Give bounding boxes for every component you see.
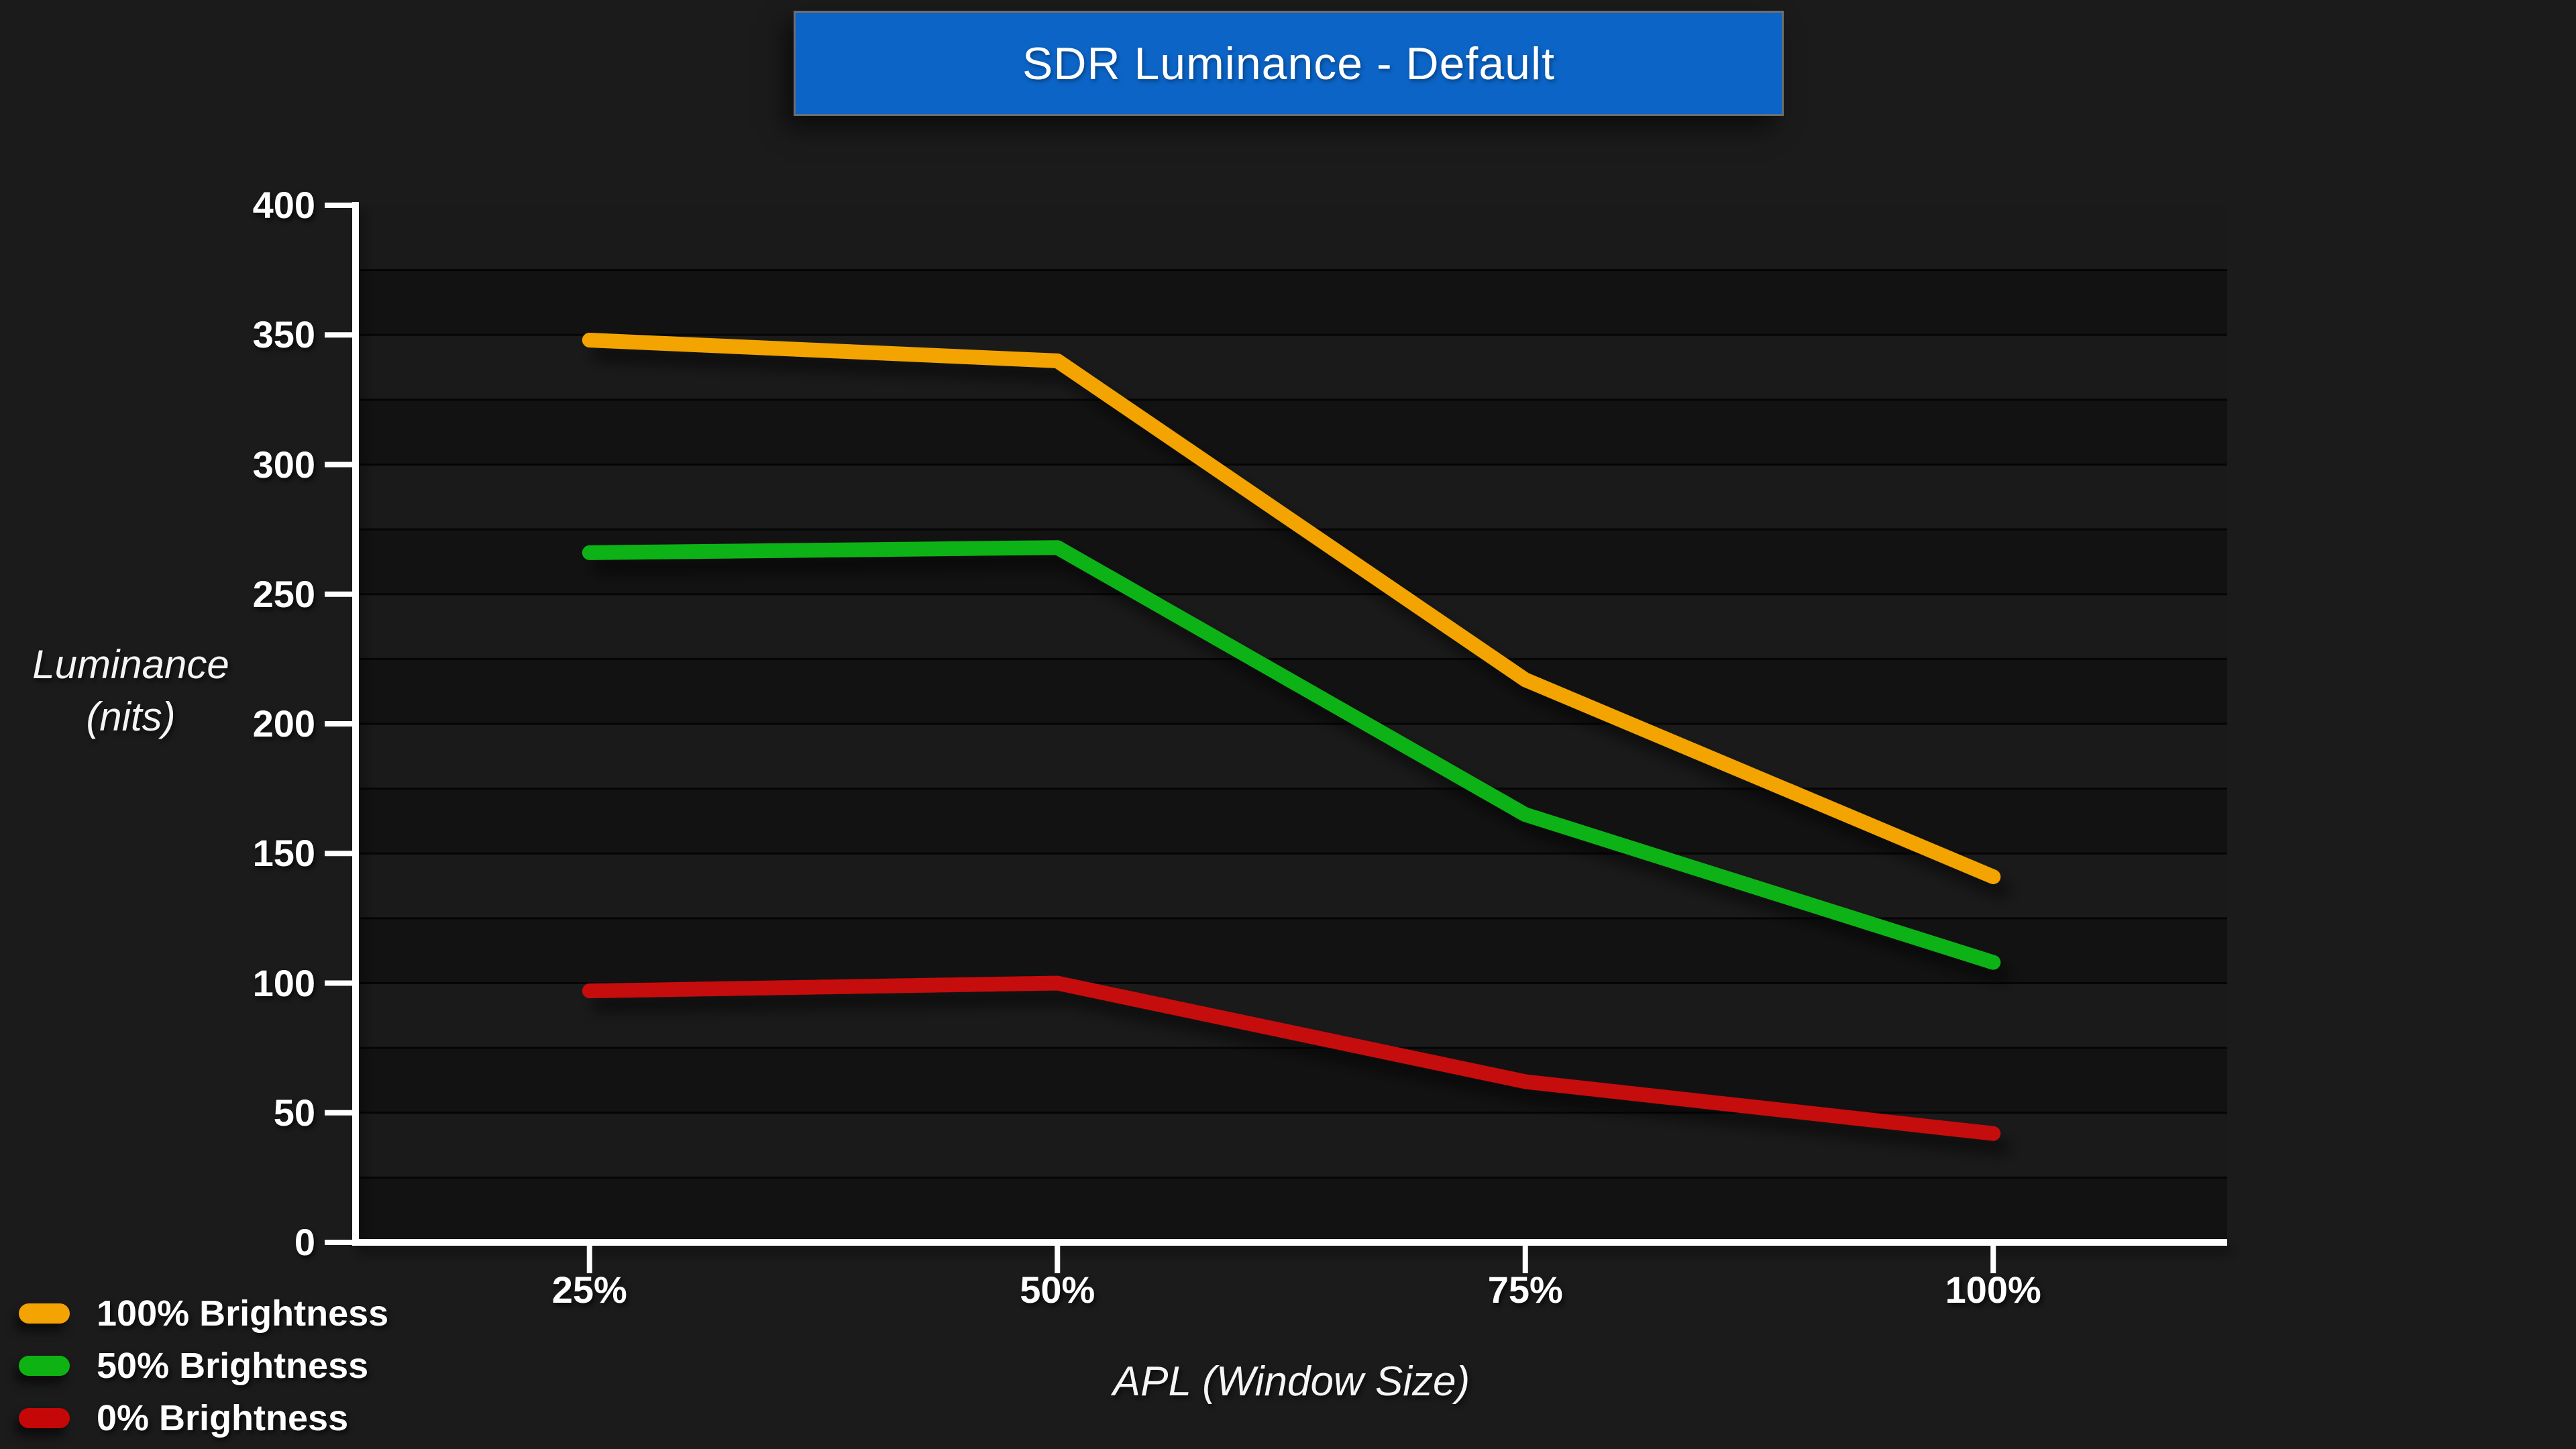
y-axis-tick-label: 100: [252, 961, 315, 1004]
series-line-50-brightness: [582, 540, 2001, 970]
legend-item: 50% Brightness: [19, 1340, 388, 1392]
plot-band: [356, 724, 2227, 789]
y-axis-tick-label: 300: [252, 443, 315, 486]
chart-title-banner: SDR Luminance - Default: [794, 11, 1784, 116]
legend-swatch: [19, 1303, 70, 1324]
legend-item: 0% Brightness: [19, 1392, 388, 1444]
x-axis-tick-label: 25%: [551, 1269, 627, 1311]
plot-band: [356, 918, 2227, 983]
y-axis-tick-label: 400: [252, 184, 315, 226]
y-axis-tick-label: 200: [252, 702, 315, 745]
series-line-100-brightness: [582, 333, 2001, 884]
legend-swatch: [19, 1356, 70, 1376]
x-axis-title: APL (Window Size): [1112, 1358, 1470, 1405]
axes: [325, 202, 2227, 1273]
y-axis-tick-label: 0: [294, 1221, 315, 1263]
legend-item: 100% Brightness: [19, 1287, 388, 1340]
plot-band: [356, 1177, 2227, 1242]
plot-band: [356, 399, 2227, 465]
plot-band: [356, 205, 2227, 270]
plot-band: [356, 659, 2227, 724]
y-axis-title-line2: (nits): [86, 694, 176, 739]
chart-legend: 100% Brightness 50% Brightness 0% Brightne…: [19, 1287, 388, 1444]
plot-band: [356, 853, 2227, 918]
series-lines: [582, 333, 2001, 1141]
y-axis-title: Luminance (nits): [0, 639, 262, 743]
series-line-0-brightness: [582, 975, 2001, 1141]
x-axis-tick-label: 50%: [1020, 1269, 1095, 1311]
y-axis-tick-label: 250: [252, 572, 315, 615]
legend-label: 0% Brightness: [97, 1398, 349, 1438]
chart-title: SDR Luminance - Default: [1022, 38, 1555, 89]
y-axis-tick-label: 150: [252, 832, 315, 875]
legend-swatch: [19, 1408, 70, 1428]
x-axis-tick-label: 75%: [1487, 1269, 1563, 1311]
y-axis-title-line1: Luminance: [32, 642, 229, 687]
plot-band: [356, 788, 2227, 854]
y-axis-tick-label: 50: [273, 1091, 315, 1134]
plot-band: [356, 594, 2227, 659]
plot-band: [356, 1048, 2227, 1113]
gridlines: [356, 269, 2227, 1179]
plot-band: [356, 270, 2227, 335]
plot-band: [356, 529, 2227, 594]
y-axis-tick-label: 350: [252, 313, 315, 356]
x-axis-tick-label: 100%: [1945, 1269, 2041, 1311]
legend-label: 50% Brightness: [97, 1346, 369, 1386]
legend-label: 100% Brightness: [97, 1293, 389, 1334]
